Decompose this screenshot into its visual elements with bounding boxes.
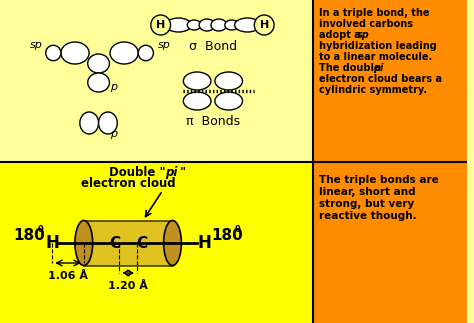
Ellipse shape <box>183 72 211 90</box>
Text: pi: pi <box>165 166 178 179</box>
Text: to a linear molecule.: to a linear molecule. <box>319 52 433 62</box>
Text: pi: pi <box>373 63 383 73</box>
Ellipse shape <box>199 19 215 31</box>
Text: H: H <box>46 234 59 252</box>
FancyBboxPatch shape <box>84 221 173 266</box>
Text: π  Bonds: π Bonds <box>186 115 240 128</box>
Text: cylindric symmetry.: cylindric symmetry. <box>319 85 428 95</box>
Text: 0: 0 <box>37 224 43 234</box>
Text: 180: 180 <box>14 227 46 243</box>
Ellipse shape <box>88 54 109 73</box>
Ellipse shape <box>99 112 117 134</box>
Ellipse shape <box>165 18 191 32</box>
Text: In a triple bond, the: In a triple bond, the <box>319 8 430 18</box>
Text: strong, but very: strong, but very <box>319 199 415 209</box>
FancyBboxPatch shape <box>313 162 467 323</box>
Text: 180: 180 <box>211 227 243 243</box>
Ellipse shape <box>211 19 227 31</box>
Text: linear, short and: linear, short and <box>319 187 416 197</box>
Text: The triple bonds are: The triple bonds are <box>319 175 439 185</box>
Ellipse shape <box>183 92 211 110</box>
Text: p: p <box>110 129 118 139</box>
Circle shape <box>151 15 171 35</box>
Ellipse shape <box>75 221 92 266</box>
Ellipse shape <box>187 20 201 30</box>
Text: adopt a: adopt a <box>319 30 365 40</box>
Text: involved carbons: involved carbons <box>319 19 413 29</box>
Text: C: C <box>137 235 147 251</box>
Ellipse shape <box>138 45 154 61</box>
Text: electron cloud bears a: electron cloud bears a <box>319 74 442 84</box>
Text: sp: sp <box>357 30 370 40</box>
Text: C: C <box>109 235 120 251</box>
Text: sp: sp <box>158 40 171 50</box>
Ellipse shape <box>110 42 138 64</box>
Text: reactive though.: reactive though. <box>319 211 417 221</box>
Text: 0: 0 <box>235 224 240 234</box>
Ellipse shape <box>215 92 243 110</box>
Text: 1.20 Å: 1.20 Å <box>108 281 148 291</box>
FancyBboxPatch shape <box>0 0 313 162</box>
Text: hybridization leading: hybridization leading <box>319 41 437 51</box>
Text: 1.06 Å: 1.06 Å <box>48 271 88 281</box>
Ellipse shape <box>61 42 89 64</box>
Circle shape <box>255 15 274 35</box>
Ellipse shape <box>46 45 61 61</box>
Text: H: H <box>197 234 211 252</box>
Ellipse shape <box>164 221 182 266</box>
Text: σ  Bond: σ Bond <box>189 40 237 53</box>
Ellipse shape <box>215 72 243 90</box>
Text: Double ": Double " <box>109 166 165 179</box>
Ellipse shape <box>225 20 238 30</box>
Text: The double: The double <box>319 63 384 73</box>
Text: ": " <box>181 166 191 179</box>
Text: p: p <box>110 82 118 92</box>
Ellipse shape <box>80 112 99 134</box>
Ellipse shape <box>88 73 109 92</box>
Text: electron cloud: electron cloud <box>81 177 175 190</box>
Text: H: H <box>156 20 165 30</box>
Text: sp: sp <box>29 40 43 50</box>
FancyBboxPatch shape <box>0 162 313 323</box>
FancyBboxPatch shape <box>313 0 467 162</box>
Ellipse shape <box>235 18 260 32</box>
Text: H: H <box>260 20 269 30</box>
